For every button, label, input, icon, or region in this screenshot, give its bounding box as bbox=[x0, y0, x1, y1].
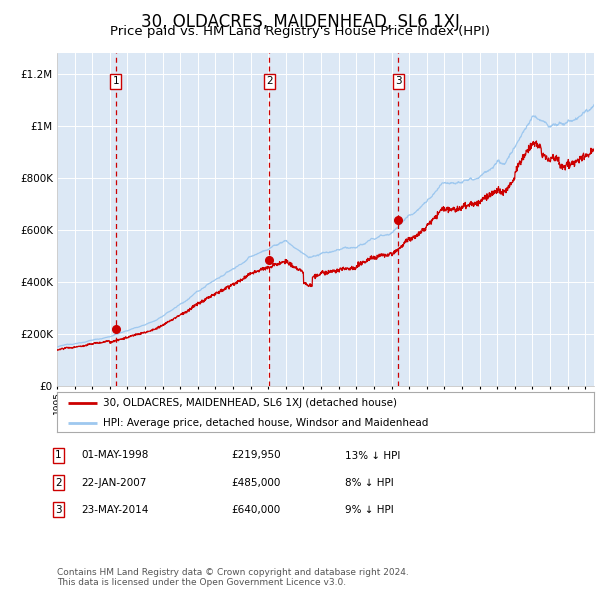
Text: 30, OLDACRES, MAIDENHEAD, SL6 1XJ (detached house): 30, OLDACRES, MAIDENHEAD, SL6 1XJ (detac… bbox=[103, 398, 397, 408]
Text: 01-MAY-1998: 01-MAY-1998 bbox=[81, 451, 148, 460]
Text: £219,950: £219,950 bbox=[231, 451, 281, 460]
Text: 3: 3 bbox=[395, 77, 401, 86]
Text: 22-JAN-2007: 22-JAN-2007 bbox=[81, 478, 146, 487]
Text: 2: 2 bbox=[55, 478, 62, 487]
Text: 1: 1 bbox=[55, 451, 62, 460]
Text: 23-MAY-2014: 23-MAY-2014 bbox=[81, 505, 148, 514]
Text: 1: 1 bbox=[112, 77, 119, 86]
Text: 30, OLDACRES, MAIDENHEAD, SL6 1XJ: 30, OLDACRES, MAIDENHEAD, SL6 1XJ bbox=[140, 13, 460, 31]
Text: 9% ↓ HPI: 9% ↓ HPI bbox=[345, 505, 394, 514]
Text: Price paid vs. HM Land Registry's House Price Index (HPI): Price paid vs. HM Land Registry's House … bbox=[110, 25, 490, 38]
Text: 13% ↓ HPI: 13% ↓ HPI bbox=[345, 451, 400, 460]
Text: 3: 3 bbox=[55, 505, 62, 514]
Text: £640,000: £640,000 bbox=[231, 505, 280, 514]
Text: HPI: Average price, detached house, Windsor and Maidenhead: HPI: Average price, detached house, Wind… bbox=[103, 418, 428, 428]
Text: Contains HM Land Registry data © Crown copyright and database right 2024.
This d: Contains HM Land Registry data © Crown c… bbox=[57, 568, 409, 587]
Text: 8% ↓ HPI: 8% ↓ HPI bbox=[345, 478, 394, 487]
Text: 2: 2 bbox=[266, 77, 272, 86]
Text: £485,000: £485,000 bbox=[231, 478, 280, 487]
